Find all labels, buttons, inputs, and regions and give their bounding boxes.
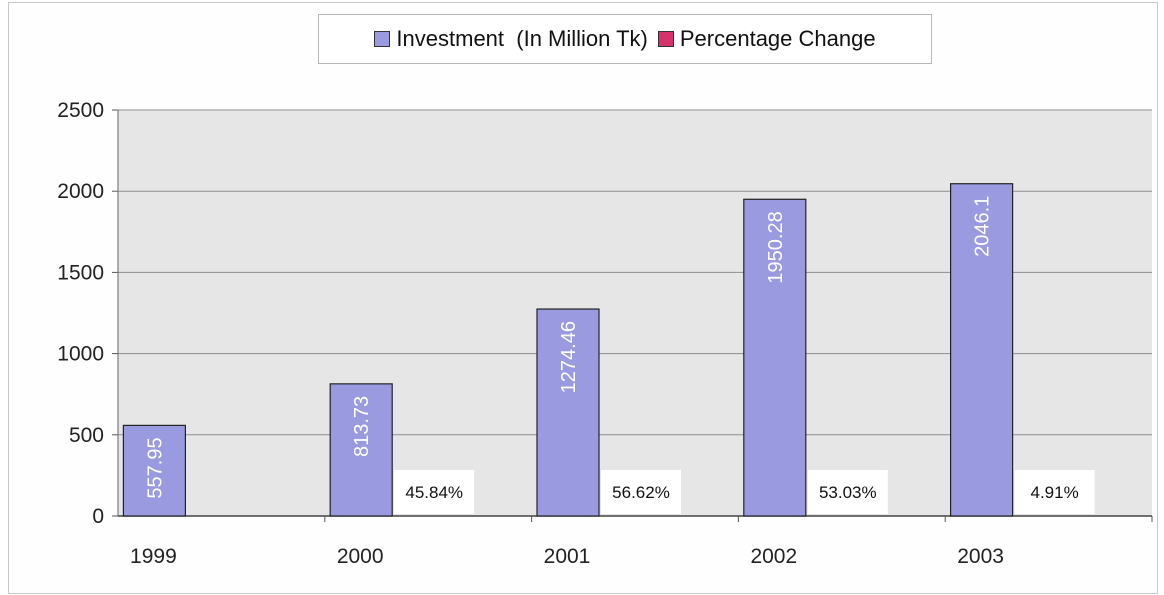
percentage-label-box [1014,470,1095,514]
legend-item-percentage-change: Percentage Change [657,26,876,52]
y-tick-label: 1500 [57,261,104,284]
y-tick-label: 500 [69,424,104,447]
x-tick-label: 2000 [337,545,384,568]
percentage-change-label: 4.91% [1030,483,1078,502]
bar-investment [122,424,187,517]
bar-value-label: 2046.1 [972,196,994,257]
bar-value-label: 557.95 [144,437,166,498]
bar-investment [949,183,1014,517]
percentage-label-box [601,470,681,514]
percentage-label-box [807,470,888,514]
percentage-change-label: 53.03% [819,483,877,502]
legend-swatch-percentage-change [657,31,674,47]
legend-swatch-investment [374,31,391,47]
legend-label-percentage-change: Percentage Change [679,26,876,51]
bar-investment [536,308,600,517]
legend-label-investment: Investment (In Million Tk) [396,26,648,51]
x-tick-label: 1999 [130,545,177,568]
legend-item-investment: Investment (In Million Tk) [374,26,648,52]
x-tick-label: 2003 [957,545,1004,568]
x-tick-label: 2001 [544,545,591,568]
bar-investment [743,198,807,517]
y-tick-label: 1000 [57,343,104,366]
y-tick-label: 2500 [57,99,104,122]
percentage-change-label: 45.84% [405,483,463,502]
y-tick-label: 2000 [57,180,104,203]
bar-value-label: 1950.28 [765,211,787,283]
chart-legend: Investment (In Million Tk) Percentage Ch… [318,14,932,64]
bar-value-label: 813.73 [351,396,373,457]
y-tick-label: 0 [92,505,104,528]
x-tick-label: 2002 [750,545,797,568]
bar-investment [329,383,393,517]
percentage-label-box [394,470,475,514]
bar-value-label: 1274.46 [558,321,580,393]
percentage-change-label: 56.62% [612,483,670,502]
